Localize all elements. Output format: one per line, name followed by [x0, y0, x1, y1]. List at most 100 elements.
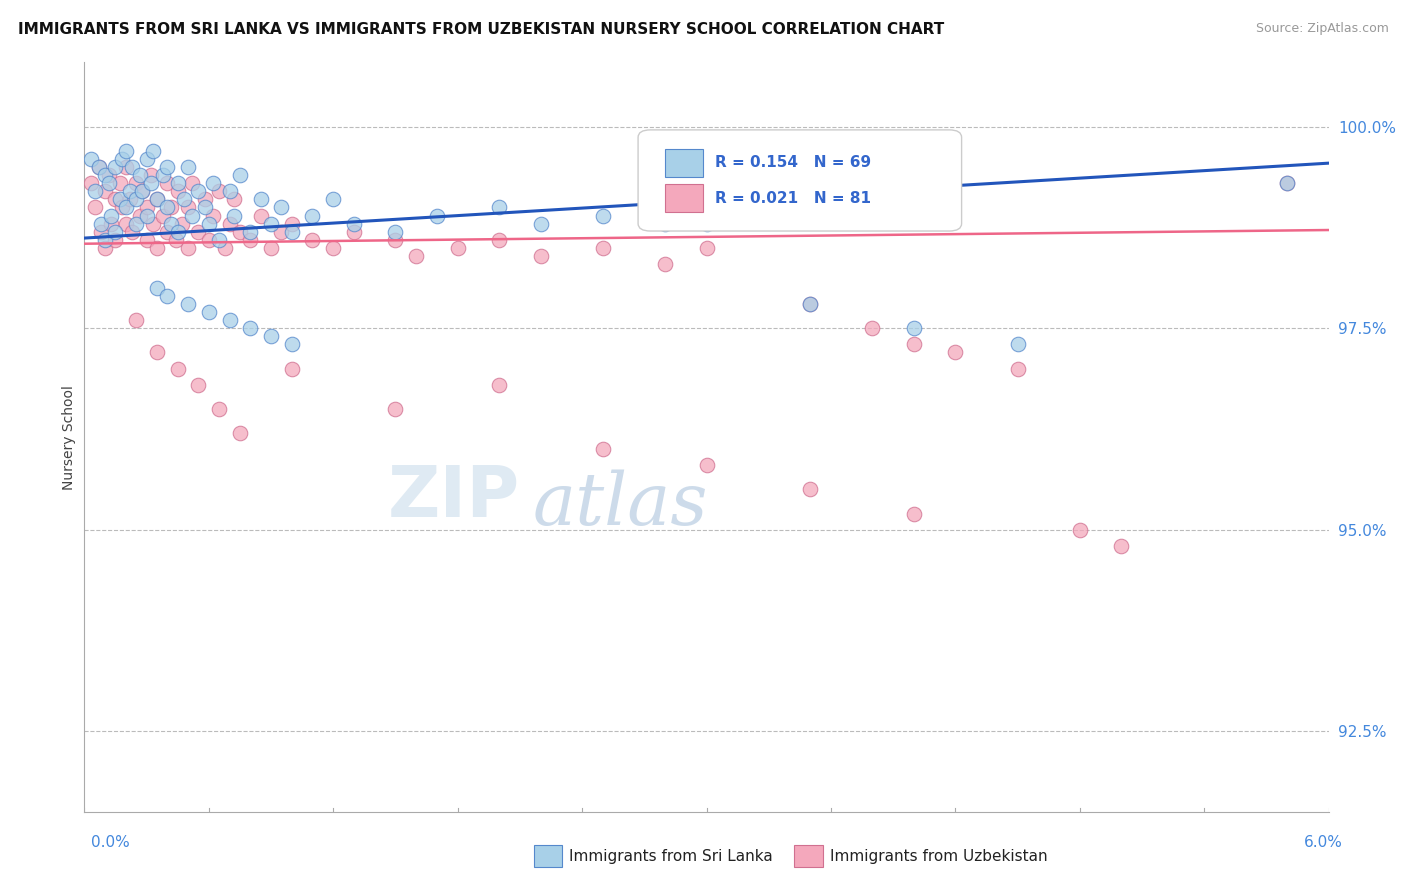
Point	[214, 241, 236, 255]
Point	[260, 217, 283, 231]
Text: atlas: atlas	[533, 469, 707, 540]
Point	[249, 193, 271, 207]
Point	[222, 209, 245, 223]
Text: 0.0%: 0.0%	[91, 836, 131, 850]
Point	[135, 233, 157, 247]
Point	[239, 225, 262, 239]
Point	[1007, 361, 1029, 376]
Point	[488, 377, 510, 392]
Point	[194, 193, 217, 207]
Point	[146, 193, 169, 207]
Point	[301, 233, 323, 247]
Point	[125, 313, 148, 327]
Point	[201, 176, 224, 190]
Point	[903, 507, 925, 521]
Point	[177, 201, 200, 215]
Point	[118, 185, 141, 199]
Text: ZIP: ZIP	[388, 463, 520, 532]
Point	[696, 241, 718, 255]
Point	[194, 201, 217, 215]
Point	[166, 361, 188, 376]
Point	[426, 209, 449, 223]
Point	[249, 209, 271, 223]
FancyBboxPatch shape	[665, 184, 703, 212]
Point	[654, 217, 676, 231]
Point	[799, 297, 821, 311]
Point	[1277, 176, 1299, 190]
Point	[79, 176, 101, 190]
Point	[229, 168, 252, 182]
Point	[208, 233, 231, 247]
Point	[139, 176, 162, 190]
Point	[1111, 539, 1133, 553]
Point	[260, 241, 283, 255]
Y-axis label: Nursery School: Nursery School	[62, 384, 76, 490]
Point	[799, 483, 821, 497]
Point	[104, 233, 127, 247]
Point	[447, 241, 470, 255]
Point	[156, 225, 179, 239]
Point	[384, 225, 406, 239]
Point	[177, 297, 200, 311]
Point	[156, 201, 179, 215]
Point	[197, 233, 219, 247]
Point	[260, 329, 283, 343]
FancyBboxPatch shape	[638, 130, 962, 231]
FancyBboxPatch shape	[665, 149, 703, 178]
Point	[488, 233, 510, 247]
Point	[146, 281, 169, 295]
Point	[322, 241, 344, 255]
Point	[83, 185, 105, 199]
Point	[239, 233, 262, 247]
Text: R = 0.154   N = 69: R = 0.154 N = 69	[716, 155, 872, 170]
Text: 6.0%: 6.0%	[1303, 836, 1343, 850]
Point	[170, 217, 193, 231]
Point	[146, 193, 169, 207]
Point	[173, 193, 195, 207]
Point	[1277, 176, 1299, 190]
Point	[100, 217, 122, 231]
Point	[281, 361, 304, 376]
Point	[115, 160, 138, 174]
Point	[343, 217, 366, 231]
Point	[125, 193, 148, 207]
Point	[384, 233, 406, 247]
Point	[104, 225, 127, 239]
Point	[146, 241, 169, 255]
Point	[187, 377, 209, 392]
Point	[1007, 337, 1029, 351]
Point	[90, 225, 112, 239]
Point	[903, 321, 925, 335]
Text: IMMIGRANTS FROM SRI LANKA VS IMMIGRANTS FROM UZBEKISTAN NURSERY SCHOOL CORRELATI: IMMIGRANTS FROM SRI LANKA VS IMMIGRANTS …	[18, 22, 945, 37]
Point	[592, 241, 614, 255]
Point	[118, 193, 141, 207]
Point	[135, 201, 157, 215]
Point	[270, 225, 292, 239]
Point	[488, 201, 510, 215]
Point	[222, 193, 245, 207]
Point	[696, 458, 718, 473]
Point	[115, 201, 138, 215]
Point	[945, 345, 967, 359]
Point	[208, 401, 231, 416]
Point	[146, 345, 169, 359]
Point	[208, 185, 231, 199]
Point	[115, 217, 138, 231]
Point	[181, 209, 204, 223]
Point	[1069, 523, 1091, 537]
Point	[218, 313, 240, 327]
Point	[165, 233, 187, 247]
Point	[129, 168, 152, 182]
Point	[229, 225, 252, 239]
Point	[111, 201, 134, 215]
Point	[229, 425, 252, 440]
Point	[270, 201, 292, 215]
Point	[218, 217, 240, 231]
Point	[530, 249, 553, 263]
Point	[94, 233, 117, 247]
Point	[201, 209, 224, 223]
Point	[129, 209, 152, 223]
Point	[87, 160, 110, 174]
Point	[181, 176, 204, 190]
Point	[592, 209, 614, 223]
